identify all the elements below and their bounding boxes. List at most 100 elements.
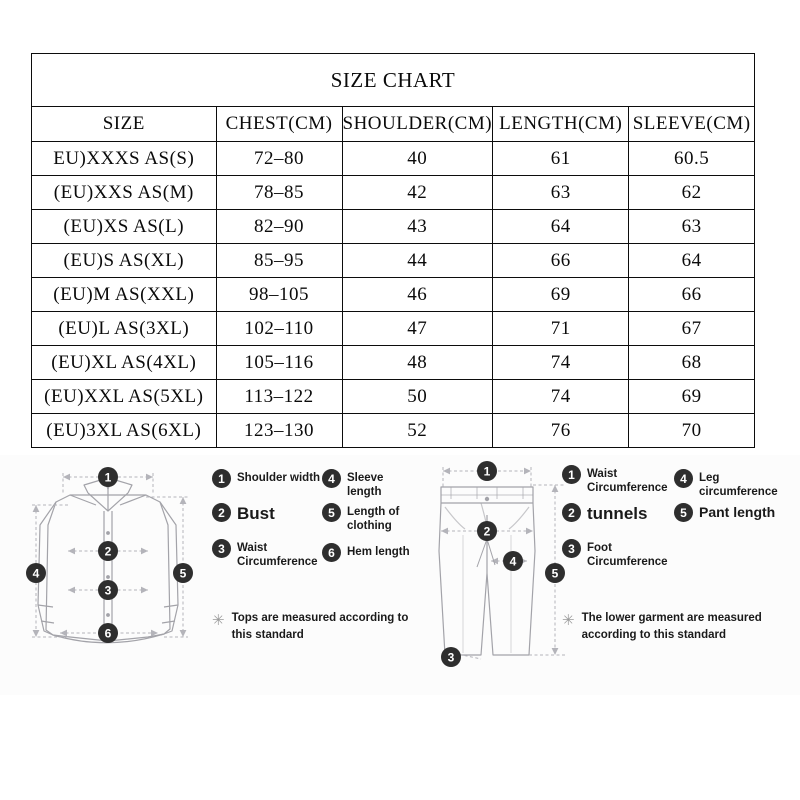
svg-text:2: 2 — [484, 525, 491, 539]
cell-length: 74 — [492, 379, 630, 414]
cell-sleeve: 63 — [628, 209, 755, 244]
cell-size: (EU)XL AS(4XL) — [31, 345, 217, 380]
legend-item-hem-length: 6 Hem length — [322, 543, 410, 562]
shirt-marker-2: 2 — [98, 541, 118, 561]
pants-marker-2: 2 — [477, 521, 497, 541]
shirt-legend: 1 Shoulder width 2 Bust 3 Waist Circumfe… — [212, 455, 412, 641]
pants-marker-3: 3 — [441, 647, 461, 667]
cell-size: (EU)XS AS(L) — [31, 209, 217, 244]
legend-label: Leg circumference — [699, 472, 778, 499]
table-row: (EU)3XL AS(6XL) 123–130 52 76 70 — [31, 413, 755, 448]
legend-label: Hem length — [347, 546, 410, 558]
svg-text:5: 5 — [180, 567, 187, 581]
svg-text:1: 1 — [484, 465, 491, 479]
pants-legend: 1 Waist Circumference 2 tunnels 3 Foot C… — [562, 455, 797, 641]
cell-sleeve: 68 — [628, 345, 755, 380]
badge-3-icon: 3 — [562, 539, 581, 558]
legend-item-leg-circumference: 4 Leg circumference — [674, 469, 797, 500]
column-header-length: LENGTH(CM) — [492, 106, 630, 142]
cell-sleeve: 60.5 — [628, 141, 755, 176]
cell-chest: 102–110 — [215, 311, 343, 346]
cell-shoulder: 48 — [341, 345, 494, 380]
cell-chest: 72–80 — [215, 141, 343, 176]
legend-item-waist-circumference: 1 Waist Circumference — [562, 465, 668, 496]
cell-length: 74 — [492, 345, 630, 380]
size-chart-table: SIZE CHART SIZE CHEST(CM) SHOULDER(CM) L… — [31, 53, 755, 448]
legend-label: Length of clothing — [347, 506, 400, 533]
legend-label: Waist Circumference — [587, 468, 668, 495]
table-row: (EU)XXL AS(5XL) 113–122 50 74 69 — [31, 379, 755, 414]
table-row: EU)XXXS AS(S) 72–80 40 61 60.5 — [31, 141, 755, 176]
legend-label: Bust — [237, 504, 275, 523]
legend-item-foot-circumference: 3 Foot Circumference — [562, 539, 668, 570]
table-row: (EU)XL AS(4XL) 105–116 48 74 68 — [31, 345, 755, 380]
column-header-chest: CHEST(CM) — [215, 106, 343, 142]
pants-marker-4: 4 — [503, 551, 523, 571]
svg-text:5: 5 — [552, 567, 559, 581]
cell-sleeve: 62 — [628, 175, 755, 210]
cell-length: 69 — [492, 277, 630, 312]
cell-shoulder: 40 — [341, 141, 494, 176]
cell-shoulder: 42 — [341, 175, 494, 210]
svg-text:2: 2 — [105, 545, 112, 559]
svg-text:1: 1 — [105, 471, 112, 485]
badge-4-icon: 4 — [674, 469, 693, 488]
badge-3-icon: 3 — [212, 539, 231, 558]
legend-item-tunnels: 2 tunnels — [562, 503, 647, 524]
size-chart-panel: SIZE CHART SIZE CHEST(CM) SHOULDER(CM) L… — [31, 53, 755, 448]
legend-item-sleeve-length: 4 Sleeve length — [322, 469, 412, 500]
cell-sleeve: 67 — [628, 311, 755, 346]
cell-length: 76 — [492, 413, 630, 448]
table-title-row: SIZE CHART — [31, 53, 755, 107]
table-row: (EU)S AS(XL) 85–95 44 66 64 — [31, 243, 755, 278]
cell-chest: 113–122 — [215, 379, 343, 414]
cell-shoulder: 43 — [341, 209, 494, 244]
shirt-marker-5: 5 — [173, 563, 193, 583]
cell-size: (EU)3XL AS(6XL) — [31, 413, 217, 448]
measurement-diagram-panel: 1 2 3 4 5 6 1 Shoulder width 2 Bust 3 Wa… — [0, 455, 800, 695]
cell-sleeve: 66 — [628, 277, 755, 312]
cell-size: (EU)S AS(XL) — [31, 243, 217, 278]
cell-chest: 123–130 — [215, 413, 343, 448]
chart-title: SIZE CHART — [31, 53, 755, 107]
cell-length: 66 — [492, 243, 630, 278]
badge-5-icon: 5 — [322, 503, 341, 522]
legend-label: Shoulder width — [237, 472, 321, 484]
cell-chest: 82–90 — [215, 209, 343, 244]
legend-item-waist-circumference: 3 Waist Circumference — [212, 539, 318, 570]
cell-shoulder: 50 — [341, 379, 494, 414]
cell-chest: 98–105 — [215, 277, 343, 312]
cell-length: 63 — [492, 175, 630, 210]
legend-label: Foot Circumference — [587, 542, 668, 569]
shirt-note-text: Tops are measured according to this stan… — [231, 612, 409, 642]
legend-label: Pant length — [699, 504, 776, 520]
cell-length: 61 — [492, 141, 630, 176]
cell-length: 64 — [492, 209, 630, 244]
pants-note-text: The lower garment are measured according… — [581, 612, 762, 642]
badge-4-icon: 4 — [322, 469, 341, 488]
asterisk-icon: ✳ — [212, 612, 225, 629]
legend-label: tunnels — [587, 504, 648, 523]
cell-sleeve: 64 — [628, 243, 755, 278]
cell-sleeve: 70 — [628, 413, 755, 448]
svg-text:4: 4 — [510, 555, 517, 569]
cell-size: (EU)XXL AS(5XL) — [31, 379, 217, 414]
table-row: (EU)M AS(XXL) 98–105 46 69 66 — [31, 277, 755, 312]
legend-item-length-of-clothing: 5 Length of clothing — [322, 503, 399, 534]
cell-chest: 85–95 — [215, 243, 343, 278]
column-header-shoulder: SHOULDER(CM) — [341, 106, 494, 142]
legend-label: Sleeve length — [347, 472, 384, 499]
badge-2-icon: 2 — [212, 503, 231, 522]
pants-note: ✳ The lower garment are measured accordi… — [562, 610, 797, 645]
table-row: (EU)XXS AS(M) 78–85 42 63 62 — [31, 175, 755, 210]
column-header-size: SIZE — [31, 106, 217, 142]
svg-text:4: 4 — [33, 567, 40, 581]
shirt-marker-1: 1 — [98, 467, 118, 487]
legend-label: Waist Circumference — [237, 542, 318, 569]
table-header-row: SIZE CHEST(CM) SHOULDER(CM) LENGTH(CM) S… — [31, 106, 755, 142]
cell-size: (EU)L AS(3XL) — [31, 311, 217, 346]
cell-chest: 78–85 — [215, 175, 343, 210]
column-header-sleeve: SLEEVE(CM) — [628, 106, 755, 142]
cell-shoulder: 47 — [341, 311, 494, 346]
shirt-diagram: 1 2 3 4 5 6 — [26, 467, 193, 644]
